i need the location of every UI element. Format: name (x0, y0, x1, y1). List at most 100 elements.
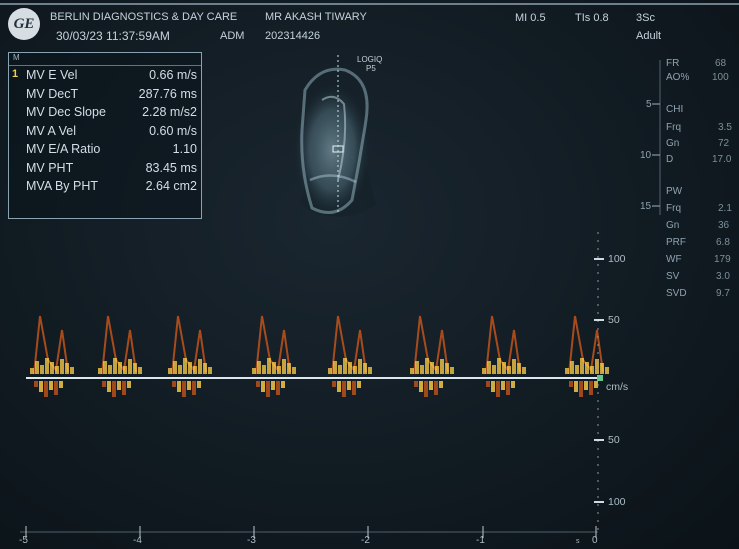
doppler-signal (486, 381, 490, 387)
measurement-panel: M 1 MV E Vel 0.66 m/s MV DecT 287.76 ms … (8, 52, 202, 219)
doppler-signal (272, 362, 276, 374)
doppler-signal (127, 381, 131, 388)
param-label: D (666, 154, 674, 165)
doppler-signal (435, 366, 439, 374)
doppler-signal (600, 363, 604, 374)
doppler-signal (262, 365, 266, 374)
doppler-signal (98, 368, 102, 374)
doppler-signal (177, 381, 181, 392)
doppler-signal (328, 368, 332, 374)
doppler-signal (506, 381, 510, 395)
measurement-label: MV Dec Slope (26, 105, 106, 119)
param-label: Gn (666, 220, 680, 231)
doppler-signal (569, 381, 573, 387)
doppler-signal (502, 362, 506, 374)
measurement-value: 0.60 m/s (149, 123, 197, 138)
doppler-signal (45, 358, 49, 374)
doppler-signal (65, 363, 69, 374)
probe-name: 3Sc (636, 12, 655, 24)
doppler-signal (352, 381, 356, 395)
doppler-signal (103, 361, 107, 374)
doppler-signal (357, 381, 361, 388)
institution-name: BERLIN DIAGNOSTICS & DAY CARE (50, 11, 238, 23)
velocity-unit: cm/s (606, 381, 629, 393)
doppler-signal (342, 381, 346, 397)
doppler-signal (491, 381, 495, 392)
time-label: 0 (592, 535, 598, 546)
doppler-spectrum (30, 315, 609, 397)
doppler-signal (333, 361, 337, 374)
doppler-signal (50, 362, 54, 374)
doppler-signal (257, 361, 261, 374)
doppler-signal (70, 367, 74, 374)
operator-id: ADM (220, 30, 245, 42)
doppler-signal (419, 381, 423, 392)
measurement-label: MV PHT (26, 160, 74, 175)
doppler-signal (197, 381, 201, 388)
doppler-signal (44, 381, 48, 397)
doppler-signal (425, 358, 429, 374)
doppler-signal (271, 381, 275, 390)
doppler-signal (420, 365, 424, 374)
measurement-row: MV A Vel 0.60 m/s (9, 122, 201, 141)
doppler-signal (595, 359, 599, 374)
param-value: 9.7 (716, 288, 730, 299)
probe-brand: LOGIQ (357, 55, 383, 64)
param-label: Gn (666, 138, 680, 149)
bmode-sector (294, 58, 376, 217)
measurement-row: 1 MV E Vel 0.66 m/s (9, 66, 201, 85)
doppler-signal (440, 359, 444, 374)
doppler-signal (261, 381, 265, 392)
top-border (0, 3, 739, 5)
param-value: 6.8 (716, 237, 730, 248)
depth-label: 5 (646, 99, 652, 110)
doppler-signal (353, 366, 357, 374)
doppler-signal (579, 381, 583, 397)
time-label: -4 (133, 535, 142, 546)
doppler-signal (575, 365, 579, 374)
depth-label: 10 (640, 150, 652, 161)
doppler-signal (445, 363, 449, 374)
doppler-signal (358, 359, 362, 374)
doppler-signal (410, 368, 414, 374)
doppler-signal (605, 367, 609, 374)
time-unit: s (576, 538, 580, 545)
doppler-signal (117, 381, 121, 390)
velocity-label: 50 (608, 434, 620, 446)
patient-name: MR AKASH TIWARY (265, 11, 367, 23)
measurement-value: 2.28 m/s2 (142, 105, 197, 119)
doppler-signal (282, 359, 286, 374)
doppler-signal (348, 362, 352, 374)
doppler-signal (511, 381, 515, 388)
doppler-signal (122, 381, 126, 395)
doppler-signal (128, 359, 132, 374)
param-value: 68 (715, 58, 727, 69)
doppler-signal (585, 362, 589, 374)
doppler-signal (565, 368, 569, 374)
velocity-label: 100 (608, 496, 626, 508)
doppler-signal (347, 381, 351, 390)
patient-id: 202314426 (265, 30, 321, 42)
doppler-signal (59, 381, 63, 388)
measurement-row: MV PHT 83.45 ms (9, 159, 201, 178)
doppler-signal (292, 367, 296, 374)
measurement-label: MV DecT (26, 86, 79, 101)
doppler-signal (343, 358, 347, 374)
doppler-signal (415, 361, 419, 374)
baseline-handle[interactable] (597, 375, 603, 381)
measurement-value: 287.76 ms (138, 86, 197, 101)
doppler-signal (517, 363, 521, 374)
doppler-signal (337, 381, 341, 392)
param-value: 3.5 (718, 122, 732, 133)
doppler-signal (107, 381, 111, 392)
param-value: 3.0 (716, 271, 730, 282)
doppler-signal (424, 381, 428, 397)
doppler-signal (172, 381, 176, 387)
sample-volume-gate[interactable] (332, 145, 344, 153)
doppler-signal (123, 366, 127, 374)
doppler-signal (512, 359, 516, 374)
param-label: FR (666, 58, 680, 69)
doppler-signal (168, 368, 172, 374)
